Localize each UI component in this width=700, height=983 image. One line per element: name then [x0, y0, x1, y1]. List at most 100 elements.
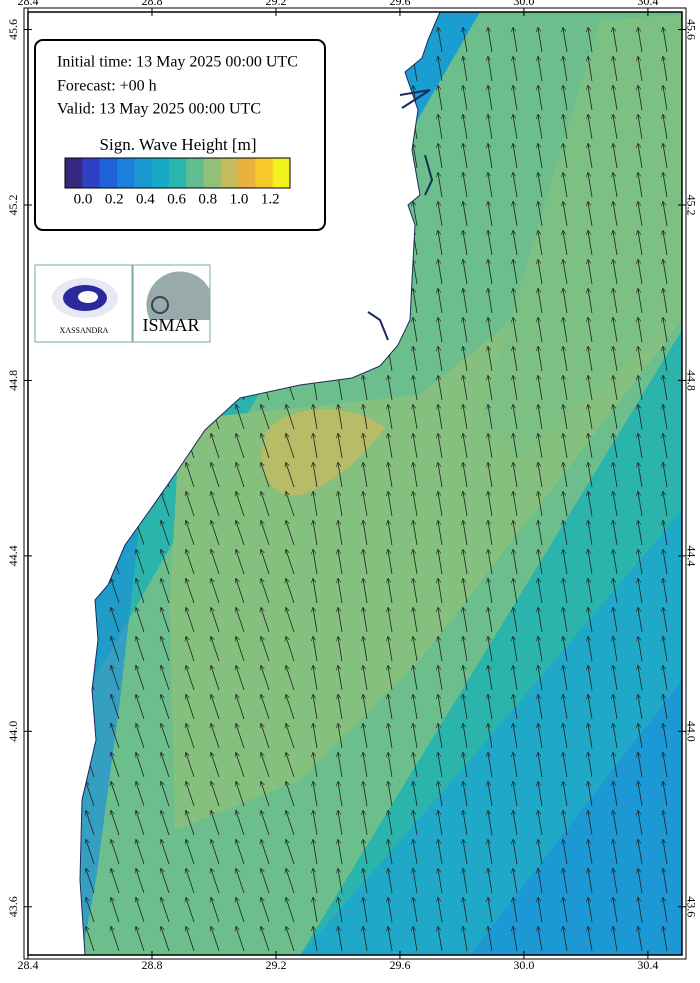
wave-arrow	[613, 347, 618, 372]
wave-arrow	[413, 434, 418, 459]
colorbar-swatch	[134, 158, 153, 188]
wave-arrow	[86, 231, 95, 256]
wave-arrow	[488, 115, 493, 140]
wave-arrow	[136, 434, 145, 459]
wave-arrow	[161, 463, 170, 488]
wave-arrow	[438, 289, 443, 314]
wave-arrow	[236, 260, 245, 285]
logo-text: ISMAR	[142, 315, 199, 335]
wave-arrow	[413, 376, 418, 401]
wave-arrow	[388, 492, 393, 517]
wave-arrow	[36, 782, 44, 806]
wave-arrow	[236, 666, 245, 691]
wave-arrow	[613, 463, 618, 488]
wave-arrow	[463, 550, 468, 575]
wave-arrow	[513, 231, 518, 256]
wave-arrow	[488, 231, 493, 256]
wave-arrow	[463, 927, 468, 952]
wave-arrow	[313, 898, 318, 923]
wave-arrow	[538, 521, 543, 546]
wave-arrow	[538, 57, 543, 82]
map-frame	[27, 11, 683, 956]
wave-arrow	[286, 434, 295, 459]
wave-arrow	[638, 724, 643, 749]
wave-arrow	[363, 724, 368, 749]
wave-arrow	[588, 347, 593, 372]
wave-arrow	[563, 840, 568, 865]
colorbar-label: 0.0	[74, 191, 93, 207]
wave-arrow	[663, 927, 668, 952]
wave-arrow	[211, 289, 220, 314]
wave-arrow	[538, 811, 543, 836]
wave-arrow	[588, 202, 593, 227]
wave-arrow	[513, 376, 518, 401]
wave-arrow	[363, 753, 368, 778]
wave-arrow	[563, 927, 568, 952]
wave-arrow	[538, 782, 543, 807]
wave-arrow	[538, 260, 543, 285]
wave-arrow	[463, 86, 468, 111]
wave-arrow	[186, 724, 195, 749]
wave-arrow	[638, 666, 643, 691]
wave-arrow	[613, 782, 618, 807]
wave-arrow	[588, 434, 593, 459]
wave-arrow	[186, 840, 195, 865]
wave-arrow	[363, 869, 368, 894]
wave-arrow	[538, 724, 543, 749]
wave-arrow	[86, 492, 95, 517]
wave-arrow	[161, 724, 170, 749]
wave-arrow	[313, 695, 318, 720]
wave-arrow	[313, 811, 318, 836]
wave-arrow	[338, 782, 343, 807]
wave-arrow	[638, 521, 643, 546]
wave-arrow	[638, 144, 643, 169]
wave-arrow	[363, 86, 368, 111]
wave-arrow	[86, 811, 95, 836]
wave-arrow	[438, 521, 443, 546]
wave-arrow	[388, 608, 393, 633]
wave-arrow	[438, 579, 443, 604]
wave-arrow	[86, 405, 95, 430]
wave-arrow	[186, 550, 195, 575]
wave-arrow	[286, 492, 295, 517]
wave-arrow	[136, 463, 145, 488]
wave-arrow	[463, 144, 468, 169]
wave-arrow	[86, 927, 95, 952]
wave-arrow	[488, 202, 493, 227]
wave-arrow	[36, 840, 44, 864]
wave-arrow	[363, 405, 368, 430]
wave-arrow	[338, 753, 343, 778]
wave-arrow	[161, 666, 170, 691]
wave-arrow	[211, 782, 220, 807]
wave-arrow	[36, 695, 44, 719]
wave-arrow	[588, 28, 593, 53]
colorbar-swatch	[255, 158, 274, 188]
wave-arrow	[463, 434, 468, 459]
wave-arrow	[338, 521, 343, 546]
wave-arrow	[563, 782, 568, 807]
wave-arrow	[236, 898, 245, 923]
wave-arrow	[363, 28, 368, 53]
wave-arrow	[136, 811, 145, 836]
wave-arrow	[588, 463, 593, 488]
wave-arrow	[613, 492, 618, 517]
wave-arrow	[613, 869, 618, 894]
wave-arrow	[438, 231, 443, 256]
wave-arrow	[613, 579, 618, 604]
wave-arrow	[513, 289, 518, 314]
wave-arrow	[613, 231, 618, 256]
wave-arrow	[338, 405, 343, 430]
wave-arrow	[538, 550, 543, 575]
wave-arrow	[663, 376, 668, 401]
wave-arrow	[161, 376, 170, 401]
wave-arrow	[513, 898, 518, 923]
wave-arrow	[563, 666, 568, 691]
wave-arrow	[86, 376, 95, 401]
wave-arrow	[388, 666, 393, 691]
wave-arrow	[111, 927, 120, 952]
wave-arrow	[438, 28, 443, 53]
wave-arrow	[488, 869, 493, 894]
wave-arrow	[488, 695, 493, 720]
wave-arrow	[363, 637, 368, 662]
wave-arrow	[136, 753, 145, 778]
